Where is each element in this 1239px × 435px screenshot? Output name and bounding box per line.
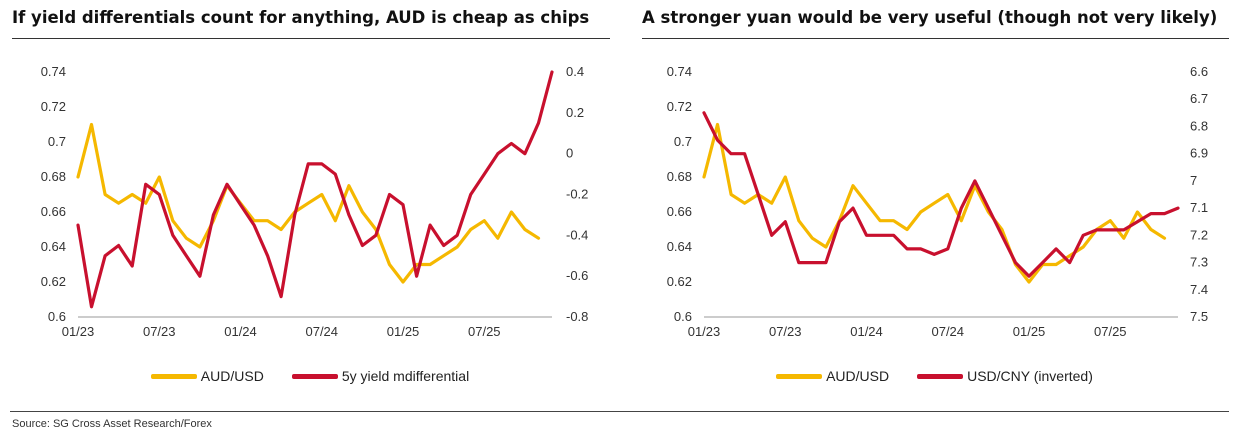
title-divider <box>642 38 1229 39</box>
y-right-tick-label: 6.6 <box>1190 64 1208 79</box>
x-tick-label: 07/24 <box>931 324 964 339</box>
title-divider <box>12 38 610 39</box>
y-left-tick-label: 0.6 <box>674 309 692 324</box>
legend-item-usd-cny: USD/CNY (inverted) <box>917 368 1093 384</box>
chart-panel-left: If yield differentials count for anythin… <box>0 0 620 410</box>
source-note: Source: SG Cross Asset Research/Forex <box>12 418 212 430</box>
legend: AUD/USD 5y yield mdifferential <box>0 368 620 384</box>
x-tick-label: 01/23 <box>62 324 95 339</box>
y-right-tick-label: 7.1 <box>1190 200 1208 215</box>
legend-label: AUD/USD <box>826 368 890 384</box>
y-right-tick-label: 6.9 <box>1190 146 1208 161</box>
y-left-tick-label: 0.62 <box>41 274 66 289</box>
x-tick-label: 07/24 <box>305 324 338 339</box>
y-right-tick-label: 0 <box>566 146 573 161</box>
chart-title: If yield differentials count for anythin… <box>12 8 590 27</box>
y-right-tick-label: 7 <box>1190 173 1197 188</box>
legend-item-aud-usd: AUD/USD <box>776 368 889 384</box>
y-right-tick-label: -0.2 <box>566 187 588 202</box>
y-right-tick-label: 0.4 <box>566 64 584 79</box>
x-tick-label: 01/23 <box>688 324 721 339</box>
series-line-aud-usd <box>76 122 541 284</box>
legend: AUD/USD USD/CNY (inverted) <box>630 368 1239 384</box>
legend-item-yield-differential: 5y yield mdifferential <box>291 368 470 384</box>
series-line-usd-cny-inverted <box>702 111 1180 278</box>
y-left-tick-label: 0.66 <box>667 204 692 219</box>
chart-title: A stronger yuan would be very useful (th… <box>642 8 1218 27</box>
chart-panel-right: A stronger yuan would be very useful (th… <box>630 0 1239 410</box>
x-tick-label: 07/25 <box>468 324 501 339</box>
y-left-tick-label: 0.64 <box>41 239 66 254</box>
line-chart: 0.74 0.72 0.7 0.68 0.66 0.64 0.62 0.6 6.6 6.7 6.8 6… <box>667 64 1208 339</box>
legend-label: AUD/USD <box>200 368 264 384</box>
y-right-tick-label: -0.8 <box>566 309 588 324</box>
line-chart: 0.74 0.72 0.7 0.68 0.66 0.64 0.62 0.6 0.4 0.2 0 -0.… <box>41 64 589 339</box>
y-left-tick-label: 0.74 <box>41 64 66 79</box>
y-left-tick-label: 0.68 <box>667 169 692 184</box>
legend-swatch <box>776 373 823 379</box>
y-right-tick-label: -0.4 <box>566 227 588 242</box>
y-right-tick-label: -0.6 <box>566 268 588 283</box>
y-left-tick-label: 0.62 <box>667 274 692 289</box>
legend-label: USD/CNY (inverted) <box>967 368 1093 384</box>
legend-label: 5y yield mdifferential <box>341 368 470 384</box>
legend-swatch <box>150 373 197 379</box>
y-left-tick-label: 0.74 <box>667 64 692 79</box>
x-tick-label: 07/23 <box>143 324 176 339</box>
series-line-5y-yield-mdifferential <box>76 70 554 309</box>
y-left-tick-label: 0.72 <box>41 99 66 114</box>
y-left-tick-label: 0.72 <box>667 99 692 114</box>
y-left-tick-label: 0.7 <box>48 134 66 149</box>
y-right-tick-label: 6.7 <box>1190 91 1208 106</box>
y-right-tick-label: 0.2 <box>566 105 584 120</box>
y-left-tick-label: 0.6 <box>48 309 66 324</box>
source-divider <box>10 411 1229 412</box>
x-tick-label: 01/25 <box>1013 324 1046 339</box>
y-right-tick-label: 7.4 <box>1190 282 1208 297</box>
y-right-tick-label: 7.2 <box>1190 227 1208 242</box>
y-left-tick-label: 0.66 <box>41 204 66 219</box>
x-tick-label: 07/25 <box>1094 324 1127 339</box>
y-right-tick-label: 7.5 <box>1190 309 1208 324</box>
x-tick-label: 01/25 <box>387 324 420 339</box>
legend-swatch <box>291 373 338 379</box>
y-right-tick-label: 6.8 <box>1190 118 1208 133</box>
y-right-tick-label: 7.3 <box>1190 255 1208 270</box>
y-left-tick-label: 0.64 <box>667 239 692 254</box>
y-left-tick-label: 0.68 <box>41 169 66 184</box>
legend-item-aud-usd: AUD/USD <box>150 368 264 384</box>
x-tick-label: 07/23 <box>769 324 802 339</box>
y-left-tick-label: 0.7 <box>674 134 692 149</box>
series-line-aud-usd <box>702 122 1167 284</box>
x-tick-label: 01/24 <box>224 324 257 339</box>
legend-swatch <box>917 373 964 379</box>
x-tick-label: 01/24 <box>850 324 883 339</box>
